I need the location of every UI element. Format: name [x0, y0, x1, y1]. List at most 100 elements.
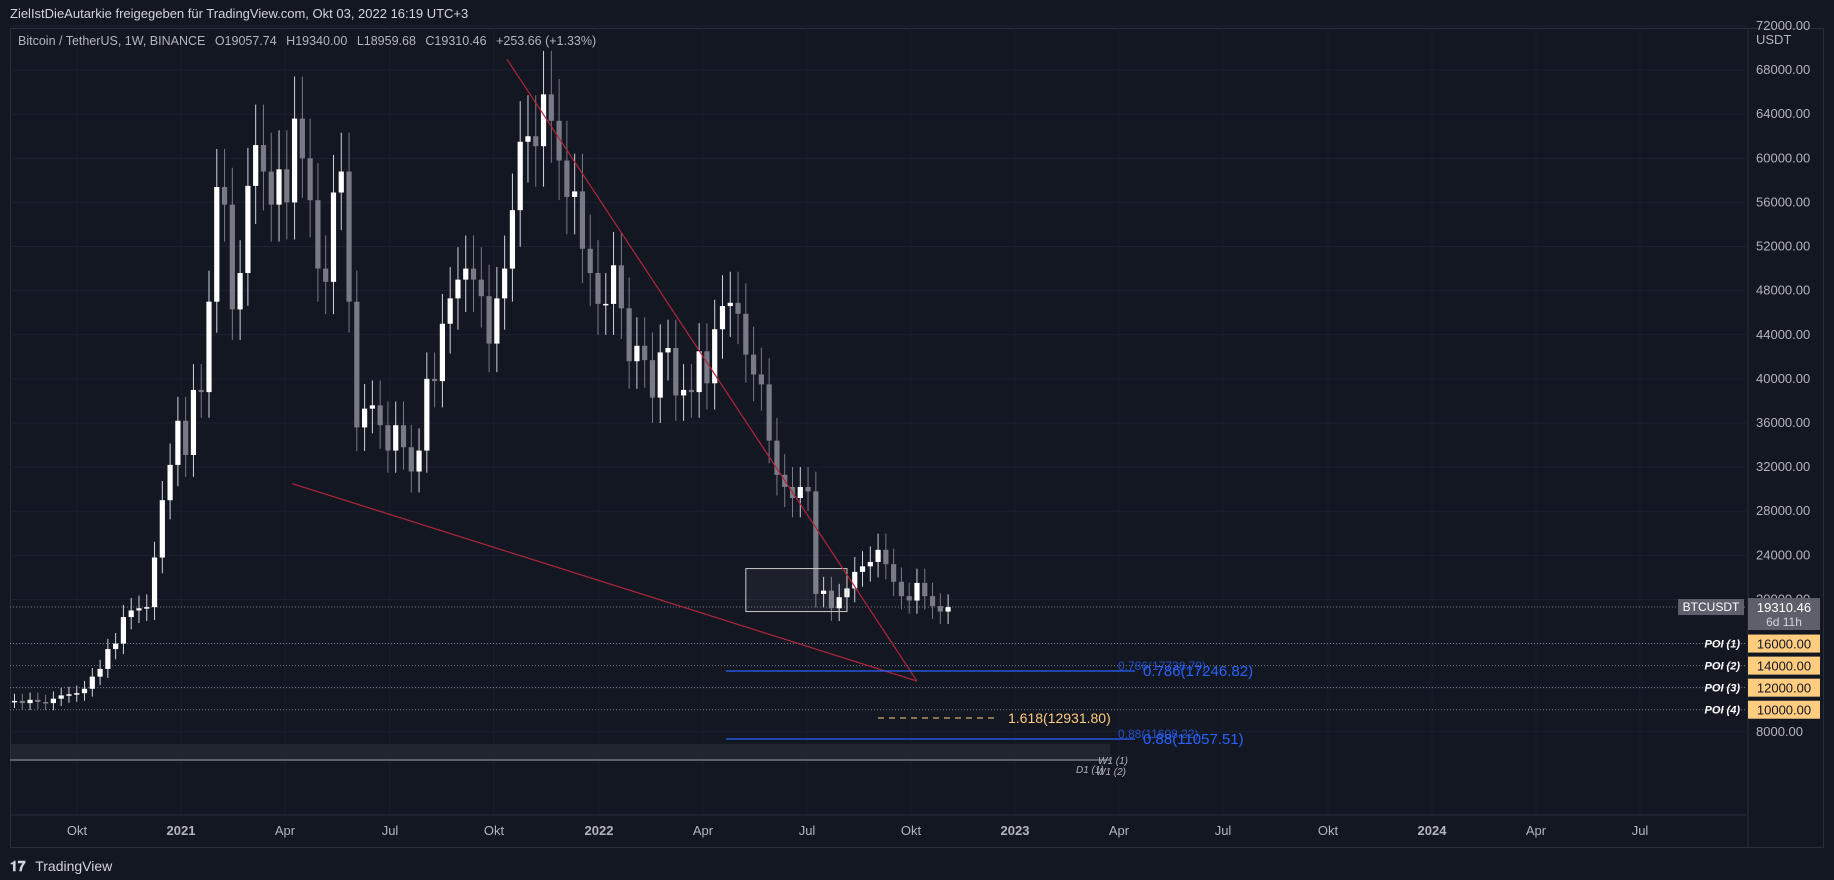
- poi-price-value: 14000.00: [1757, 659, 1811, 674]
- candle-body: [727, 302, 733, 307]
- candle-body: [19, 700, 25, 704]
- x-tick-label: Apr: [1526, 823, 1547, 838]
- candle-body: [385, 425, 391, 451]
- candle-body: [937, 606, 943, 612]
- candle-body: [113, 643, 119, 650]
- candle-body: [906, 596, 912, 601]
- candle-body: [330, 192, 337, 282]
- x-tick-label: 2023: [1001, 823, 1030, 838]
- candle-body: [136, 608, 142, 611]
- y-tick-label: 44000.00: [1756, 327, 1810, 342]
- range-box: [745, 568, 848, 613]
- y-tick-label: 36000.00: [1756, 415, 1810, 430]
- candle-body: [291, 118, 298, 203]
- x-tick-label: Jul: [382, 823, 399, 838]
- candle-body: [221, 186, 228, 205]
- candle-body: [50, 698, 56, 704]
- candle-body: [260, 145, 267, 172]
- x-tick-label: Apr: [275, 823, 296, 838]
- candle-body: [743, 313, 749, 355]
- candle-body: [237, 273, 243, 310]
- candle-body: [945, 607, 951, 612]
- candle-body: [346, 171, 352, 302]
- candle-body: [408, 447, 414, 472]
- candle-body: [400, 425, 407, 448]
- candle-body: [719, 306, 726, 330]
- y-tick-label: 28000.00: [1756, 503, 1810, 518]
- x-tick-label: Apr: [693, 823, 714, 838]
- candle-body: [898, 581, 905, 597]
- candle-body: [214, 186, 220, 302]
- y-tick-label: 64000.00: [1756, 106, 1810, 121]
- candle-body: [680, 389, 687, 396]
- last-price-tag-bg: [1748, 598, 1820, 631]
- x-tick-label: Apr: [1109, 823, 1130, 838]
- candle-body: [268, 171, 274, 205]
- x-tick-label: Jul: [1215, 823, 1232, 838]
- candle-body: [688, 389, 694, 393]
- candle-body: [828, 590, 834, 609]
- candle-body: [486, 296, 492, 344]
- tradingview-logo-icon: 𝟏𝟕: [10, 858, 26, 874]
- candle-body: [797, 486, 803, 498]
- candle-body: [634, 345, 640, 362]
- legend-open: O19057.74: [214, 34, 277, 48]
- x-tick-label: Jul: [1632, 823, 1649, 838]
- candle-body: [712, 329, 718, 384]
- legend-high: H19340.00: [286, 34, 348, 48]
- candle-body: [198, 389, 204, 393]
- candle-body: [556, 120, 562, 161]
- candle-body: [509, 210, 516, 269]
- y-tick-label: 68000.00: [1756, 62, 1810, 77]
- chart-share-header: ZielIstDieAutarkie freigegeben für Tradi…: [0, 0, 1834, 28]
- y-tick-label: 52000.00: [1756, 239, 1810, 254]
- candle-body: [618, 265, 624, 309]
- candle-body: [929, 596, 936, 607]
- candle-body: [766, 384, 772, 441]
- timeframe-label: W1 (2): [1096, 767, 1126, 778]
- candle-body: [572, 191, 578, 197]
- candle-body: [502, 268, 508, 299]
- candle-body: [665, 348, 671, 353]
- candle-body: [299, 118, 305, 159]
- candle-body: [416, 450, 422, 472]
- y-tick-label: 8000.00: [1756, 724, 1803, 739]
- candle-body: [875, 549, 881, 562]
- x-tick-label: 2022: [585, 823, 614, 838]
- symbol-tag-bg: [1678, 599, 1744, 616]
- candle-body: [463, 268, 469, 280]
- candle-body: [369, 405, 375, 409]
- candle-body: [144, 607, 150, 609]
- candle-body: [610, 265, 617, 304]
- fib-level-label: 1.618(12931.80): [1008, 710, 1111, 726]
- fib-level-label: 0.88(11057.51): [1143, 731, 1244, 748]
- candle-body: [525, 136, 531, 142]
- candle-body: [564, 160, 570, 197]
- candle-body: [81, 688, 88, 694]
- candle-body: [836, 597, 842, 609]
- candle-body: [439, 323, 445, 382]
- poi-price-tag: [1748, 634, 1820, 653]
- x-tick-label: 2024: [1418, 823, 1448, 838]
- candle-body: [128, 610, 134, 618]
- x-tick-label: Okt: [484, 823, 505, 838]
- legend-symbol: Bitcoin / TetherUS, 1W, BINANCE: [18, 34, 206, 48]
- candle-body: [704, 351, 710, 384]
- y-tick-label: 60000.00: [1756, 150, 1810, 165]
- candle-body: [206, 301, 212, 393]
- candle-body: [696, 351, 702, 393]
- candle-body: [859, 566, 866, 572]
- candle-body: [758, 374, 764, 385]
- y-tick-label: 40000.00: [1756, 371, 1810, 386]
- legend-low: L18959.68: [356, 34, 416, 48]
- candle-body: [120, 617, 127, 644]
- candle-body: [27, 699, 33, 704]
- candle-body: [11, 700, 18, 703]
- y-tick-label: 24000.00: [1756, 547, 1810, 562]
- candle-body: [657, 352, 663, 398]
- legend-close: C19310.46: [425, 34, 487, 48]
- candle-body: [587, 248, 593, 274]
- x-tick-label: Okt: [67, 823, 88, 838]
- candle-body: [883, 549, 889, 565]
